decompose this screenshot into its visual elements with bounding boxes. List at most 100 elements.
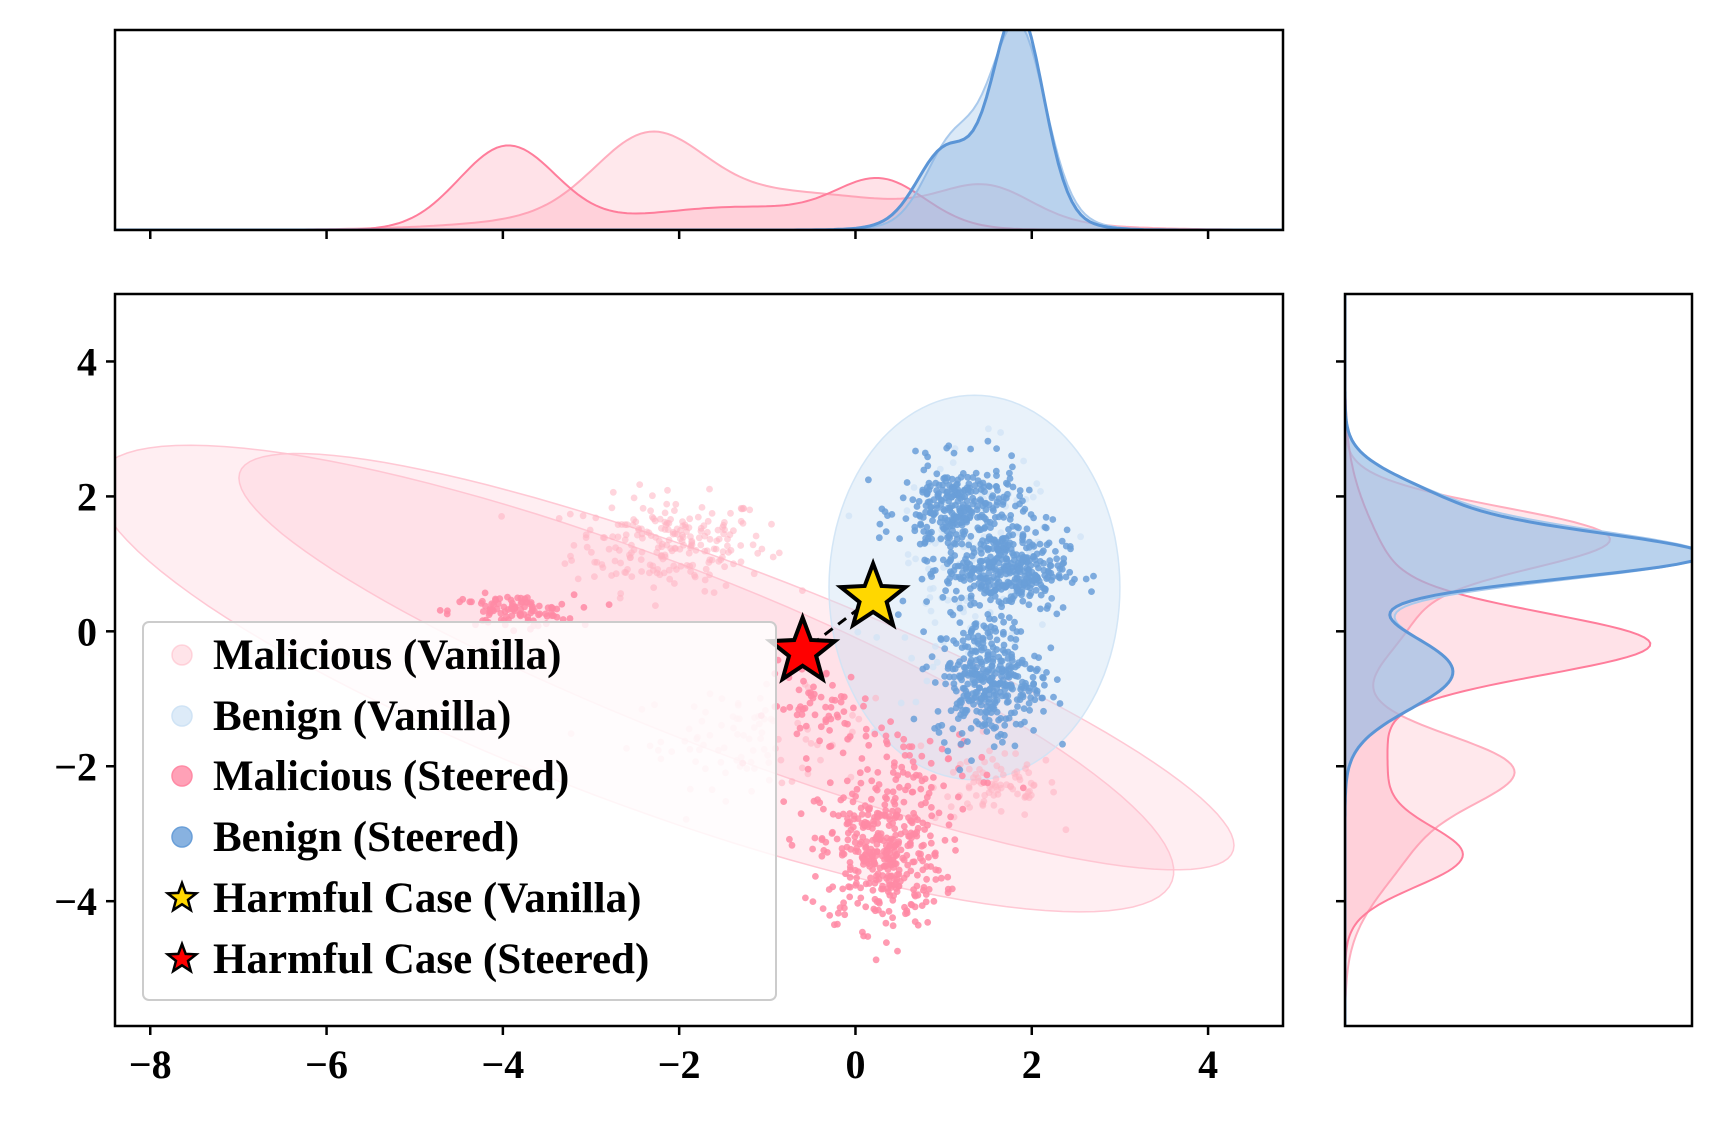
scatter-point	[933, 470, 941, 478]
scatter-point	[953, 513, 961, 521]
scatter-point	[906, 840, 914, 847]
scatter-point	[1049, 516, 1057, 523]
scatter-point	[663, 500, 671, 508]
scatter-point	[871, 879, 879, 887]
scatter-point	[1090, 572, 1097, 580]
scatter-point	[993, 696, 1001, 704]
scatter-point	[829, 810, 837, 818]
scatter-point	[1021, 718, 1028, 726]
scatter-point	[1053, 555, 1061, 563]
scatter-point	[652, 602, 659, 609]
scatter-point	[593, 558, 601, 566]
scatter-point	[984, 578, 992, 585]
scatter-point	[941, 507, 948, 514]
scatter-point	[929, 517, 936, 524]
scatter-point	[1012, 502, 1019, 510]
scatter-point	[643, 528, 651, 536]
scatter-point	[820, 805, 827, 813]
scatter-point	[720, 530, 727, 538]
scatter-point	[860, 857, 868, 864]
legend-item-harmful-vanilla: Harmful Case (Vanilla)	[164, 875, 641, 922]
scatter-point	[810, 797, 818, 805]
scatter-point	[769, 553, 777, 561]
scatter-point	[730, 560, 737, 568]
scatter-point	[719, 553, 726, 561]
scatter-point	[931, 679, 939, 686]
top-marginal-ticks	[149, 230, 1210, 239]
scatter-point	[834, 909, 842, 917]
scatter-point	[978, 753, 986, 761]
scatter-point	[1001, 549, 1009, 556]
scatter-point	[951, 595, 959, 603]
scatter-point	[1002, 534, 1010, 542]
scatter-point	[884, 740, 891, 748]
scatter-point	[1007, 560, 1015, 567]
scatter-point	[851, 839, 859, 846]
scatter-point	[1032, 529, 1039, 536]
scatter-point	[809, 898, 817, 905]
legend-box	[142, 621, 777, 1001]
scatter-point	[854, 848, 862, 856]
scatter-point	[561, 560, 569, 567]
right-kde-fill-0	[1345, 294, 1610, 1026]
scatter-point	[923, 793, 931, 801]
scatter-point	[615, 546, 623, 554]
scatter-point	[998, 657, 1006, 665]
y-tick-label: 4	[77, 339, 97, 384]
scatter-point	[1001, 750, 1009, 757]
scatter-point	[873, 841, 881, 848]
top-marginal-frame	[113, 28, 1285, 232]
scatter-point	[933, 504, 941, 512]
scatter-point	[704, 517, 712, 525]
scatter-point	[673, 525, 681, 533]
scatter-point	[778, 779, 786, 787]
scatter-point	[749, 541, 757, 549]
scatter-point	[838, 845, 846, 852]
scatter-point	[857, 779, 865, 787]
y-tick-label: −2	[54, 744, 97, 789]
series-points-3	[865, 437, 1097, 774]
scatter-point	[937, 635, 945, 642]
scatter-point	[1010, 671, 1018, 679]
scatter-point	[948, 475, 956, 483]
scatter-point	[996, 551, 1003, 559]
scatter-point	[972, 688, 980, 696]
scatter-point	[1041, 681, 1048, 689]
scatter-point	[829, 681, 836, 689]
scatter-point	[701, 547, 709, 555]
scatter-point	[689, 561, 697, 569]
scatter-point	[622, 569, 630, 576]
scatter-point	[892, 776, 900, 783]
scatter-point	[957, 489, 964, 497]
scatter-point	[844, 735, 851, 743]
scatter-point	[614, 533, 622, 541]
scatter-point	[945, 821, 953, 829]
scatter-point	[981, 791, 989, 799]
scatter-point	[1043, 575, 1050, 582]
scatter-point	[1071, 575, 1078, 583]
scatter-point	[639, 504, 647, 512]
scatter-point	[935, 809, 943, 817]
scatter-point	[930, 897, 938, 905]
scatter-point	[911, 527, 919, 535]
legend-item-harmful-steered: Harmful Case (Steered)	[164, 936, 649, 983]
scatter-point	[993, 445, 1000, 452]
scatter-point	[700, 522, 708, 530]
scatter-point	[1026, 665, 1034, 673]
scatter-point	[719, 548, 727, 556]
scatter-point	[864, 811, 872, 819]
scatter-point	[917, 521, 925, 529]
scatter-point	[518, 598, 526, 606]
scatter-point	[968, 625, 976, 633]
scatter-point	[899, 597, 907, 605]
scatter-point	[983, 657, 990, 664]
scatter-point	[941, 645, 949, 653]
scatter-point	[923, 483, 931, 491]
scatter-point	[517, 612, 524, 620]
scatter-point	[963, 484, 971, 492]
scatter-point	[1030, 553, 1037, 561]
scatter-point	[869, 886, 877, 894]
scatter-point	[952, 640, 960, 647]
scatter-point	[840, 899, 847, 907]
scatter-point	[797, 810, 805, 818]
